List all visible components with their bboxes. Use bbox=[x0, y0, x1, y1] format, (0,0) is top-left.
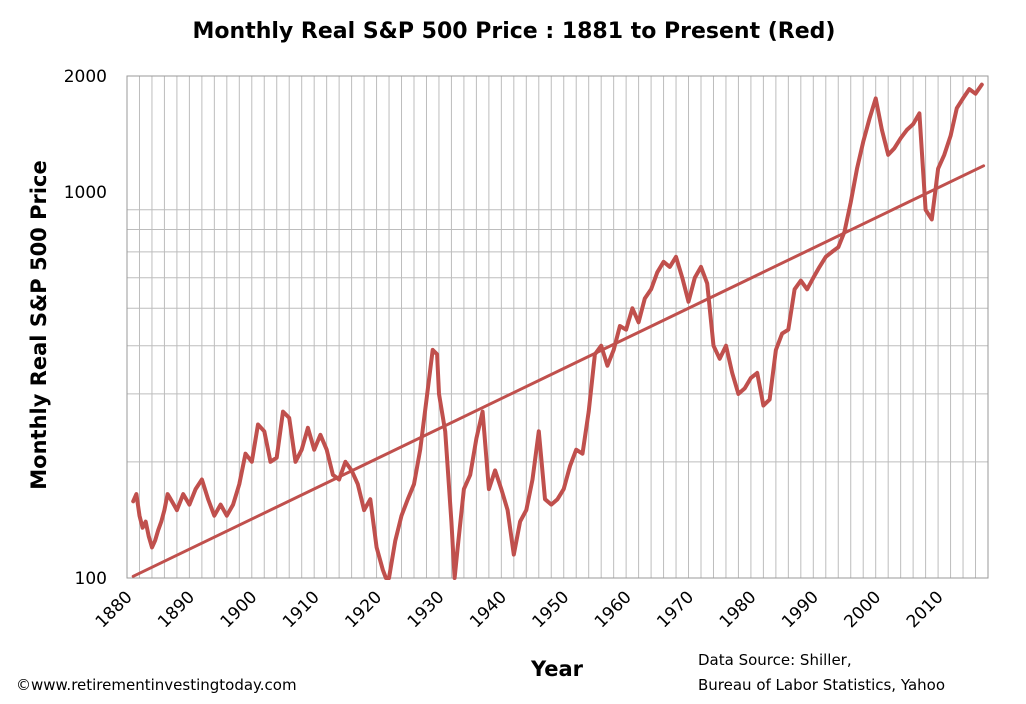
x-tick-label: 1970 bbox=[653, 587, 698, 632]
x-tick-label: 1880 bbox=[92, 587, 137, 632]
y-tick-label: 2000 bbox=[64, 67, 107, 87]
x-tick-labels: 1880 1890 1900 1910 1920 1930 1940 1950 1960 1970… bbox=[92, 587, 948, 632]
x-tick-label: 1920 bbox=[341, 587, 386, 632]
y-tick-labels: 100 1000 2000 bbox=[64, 67, 107, 589]
source-note-line2: Bureau of Labor Statistics, Yahoo bbox=[698, 676, 945, 694]
x-axis-title: Year bbox=[530, 657, 584, 681]
source-note-line1: Data Source: Shiller, bbox=[698, 651, 852, 669]
y-tick-label: 1000 bbox=[64, 183, 107, 203]
plot-area-border bbox=[126, 75, 989, 579]
x-tick-label: 2000 bbox=[840, 587, 885, 632]
series-layer bbox=[131, 82, 986, 580]
series-line-trend bbox=[131, 164, 986, 578]
x-tick-label: 1990 bbox=[778, 587, 823, 632]
y-axis-title: Monthly Real S&P 500 Price bbox=[27, 160, 51, 489]
x-tick-label: 1980 bbox=[716, 587, 761, 632]
x-tick-label: 1950 bbox=[529, 587, 574, 632]
x-tick-label: 1940 bbox=[466, 587, 511, 632]
x-tick-label: 2010 bbox=[903, 587, 948, 632]
x-tick-label: 1890 bbox=[154, 587, 199, 632]
y-tick-label: 100 bbox=[75, 569, 107, 589]
copyright-note: ©www.retirementinvestingtoday.com bbox=[16, 676, 297, 694]
x-tick-label: 1900 bbox=[217, 587, 262, 632]
series-line-price bbox=[131, 82, 984, 580]
chart-title: Monthly Real S&P 500 Price : 1881 to Pre… bbox=[193, 19, 836, 44]
gridlines bbox=[127, 75, 988, 578]
x-tick-label: 1960 bbox=[591, 587, 636, 632]
x-tick-label: 1930 bbox=[404, 587, 449, 632]
x-tick-label: 1910 bbox=[279, 587, 324, 632]
